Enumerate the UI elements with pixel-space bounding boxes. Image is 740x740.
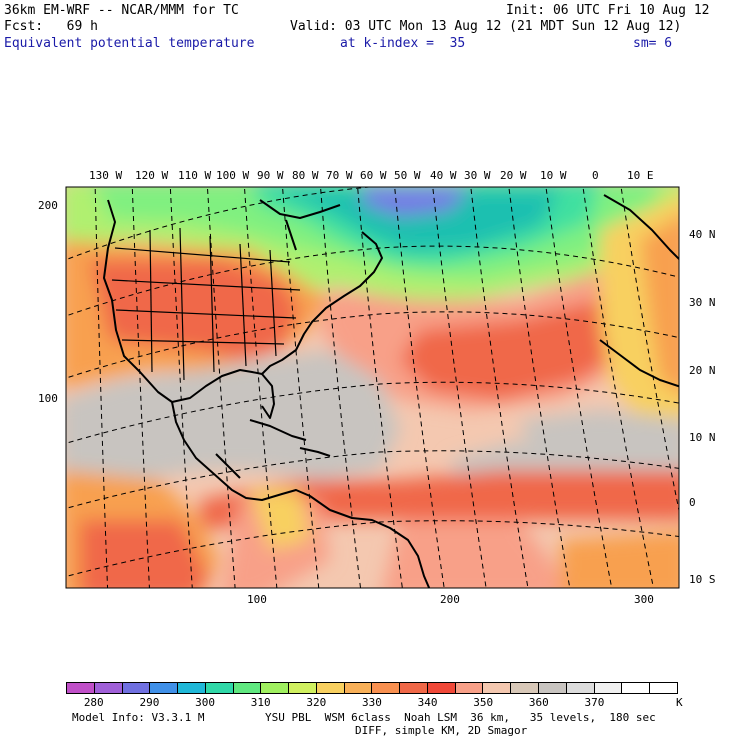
field-name: Equivalent potential temperature: [4, 36, 255, 51]
colorbar-swatch: [650, 683, 677, 693]
colorbar-swatch: [205, 683, 234, 693]
valid-time: Valid: 03 UTC Mon 13 Aug 12 (21 MDT Sun …: [290, 19, 682, 34]
lat-label: 0: [689, 496, 696, 509]
colorbar-swatch: [316, 683, 345, 693]
field-shading: [66, 187, 679, 588]
lon-label: 60 W: [360, 169, 387, 182]
colorbar-swatch: [67, 683, 95, 693]
coastlines: [103, 194, 679, 588]
colorbar-swatch: [261, 683, 290, 693]
colorbar-label: 340: [417, 696, 438, 709]
colorbar-swatch: [233, 683, 262, 693]
colorbar-label: 280: [83, 696, 104, 709]
colorbar-swatch: [150, 683, 179, 693]
lon-label: 100 W: [216, 169, 250, 182]
colorbar-label: 330: [362, 696, 382, 709]
lon-label: 110 W: [178, 169, 212, 182]
colorbar-swatch: [344, 683, 373, 693]
colorbar-swatch: [289, 683, 317, 693]
forecast-hour: Fcst: 69 h: [4, 19, 98, 34]
lon-label: 80 W: [292, 169, 319, 182]
physics: YSU PBL WSM 6class Noah LSM 36 km, 35 le…: [265, 711, 656, 724]
lat-label: 40 N: [689, 228, 716, 241]
lon-label: 50 W: [394, 169, 421, 182]
colorbar-swatch: [511, 683, 540, 693]
lon-label: 120 W: [135, 169, 169, 182]
init-time: Init: 06 UTC Fri 10 Aug 12: [506, 3, 710, 18]
lat-label: 30 N: [689, 296, 716, 309]
colorbar-swatch: [427, 683, 456, 693]
lon-label: 10 W: [540, 169, 567, 182]
lat-label: 10 S: [689, 573, 716, 586]
colorbar-swatch: [566, 683, 595, 693]
colorbar-label: 300: [195, 696, 215, 709]
colorbar-label: 320: [306, 696, 327, 709]
lon-label: 70 W: [326, 169, 353, 182]
lon-label: 0: [592, 169, 599, 182]
lon-label: 20 W: [500, 169, 527, 182]
colorbar-swatch: [455, 683, 484, 693]
colorbar-swatch: [372, 683, 401, 693]
smoothing: sm= 6: [633, 36, 673, 51]
colorbar-unit: K: [676, 696, 683, 709]
colorbar-label: 290: [139, 696, 160, 709]
colorbar-swatch: [400, 683, 428, 693]
grid-x-label: 200: [440, 593, 460, 606]
grid-x-label: 100: [247, 593, 267, 606]
lon-label: 30 W: [464, 169, 491, 182]
lon-label: 90 W: [257, 169, 284, 182]
k-index: at k-index = 35: [340, 36, 466, 51]
colorbar-swatch: [483, 683, 512, 693]
state-borders: [111, 227, 301, 381]
colorbar-label: 350: [473, 696, 494, 709]
colorbar-swatch: [94, 683, 123, 693]
lon-label: 40 W: [430, 169, 457, 182]
colorbar-swatch: [178, 683, 206, 693]
lat-label: 10 N: [689, 431, 716, 444]
colorbar-swatch: [539, 683, 567, 693]
colorbar-swatch: [622, 683, 651, 693]
model-title: 36km EM-WRF -- NCAR/MMM for TC: [4, 3, 239, 18]
grid-x-label: 300: [634, 593, 654, 606]
colorbar: [66, 682, 678, 694]
lon-label: 130 W: [89, 169, 123, 182]
colorbar-label: 360: [528, 696, 549, 709]
grid-y-label: 200: [38, 199, 58, 212]
model-info: Model Info: V3.3.1 M: [72, 711, 205, 724]
colorbar-label: 310: [250, 696, 271, 709]
lon-label: 10 E: [627, 169, 654, 182]
colorbar-swatch: [594, 683, 623, 693]
colorbar-swatch: [122, 683, 151, 693]
diffusion: DIFF, simple KM, 2D Smagor: [355, 724, 528, 737]
colorbar-label: 370: [584, 696, 605, 709]
grid-y-label: 100: [38, 392, 58, 405]
lat-label: 20 N: [689, 364, 716, 377]
